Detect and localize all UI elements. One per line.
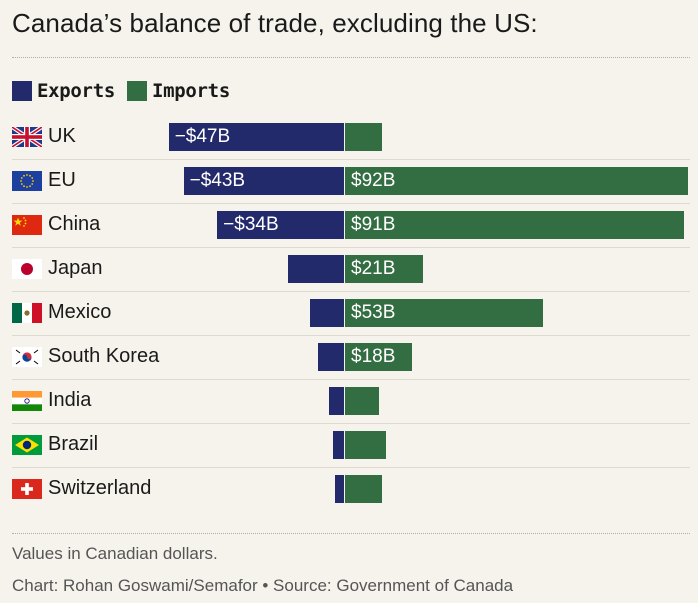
legend-item-exports: Exports [12, 80, 115, 102]
row-india: India [0, 379, 698, 423]
switzerland-flag-icon [12, 479, 42, 499]
bar-exports-china [217, 211, 344, 239]
bar-exports-brazil [332, 431, 344, 459]
bar-exports-eu [183, 167, 344, 195]
footer-credit: Chart: Rohan Goswami/Semafor • Source: G… [12, 576, 514, 595]
footer-note: Values in Canadian dollars. [12, 544, 218, 563]
brazil-flag-icon [12, 435, 42, 455]
row-uk: UK −$47B [0, 115, 698, 159]
bar-imports-mexico [345, 299, 543, 327]
data-label-exports: −$47B [174, 126, 231, 147]
row-separator [12, 247, 690, 248]
row-brazil: Brazil [0, 423, 698, 467]
country-label: Switzerland [48, 477, 152, 499]
row-eu: EU −$43B $92B [0, 159, 698, 203]
data-label-exports: −$34B [223, 214, 279, 235]
legend-item-imports: Imports [126, 80, 230, 102]
mexico-flag-icon [12, 303, 42, 323]
top-divider [12, 57, 690, 58]
china-flag-icon [12, 215, 42, 235]
bar-imports-brazil [345, 431, 387, 459]
row-separator [12, 423, 690, 424]
data-label-exports: −$43B [189, 170, 246, 191]
country-label: Mexico [48, 301, 112, 323]
imports-swatch [126, 81, 147, 101]
eu-flag-icon [12, 171, 42, 191]
bar-imports-uk [345, 123, 383, 151]
data-label-imports: $92B [351, 170, 396, 191]
bar-exports-japan [288, 255, 344, 283]
uk-flag-icon [10, 125, 44, 149]
row-switzerland: Switzerland [0, 467, 698, 511]
legend-label-exports: Exports [37, 80, 115, 102]
chart-title: Canada’s balance of trade, excluding the… [12, 8, 538, 38]
bar-exports-mexico [310, 299, 344, 327]
row-separator [12, 203, 690, 204]
row-separator [12, 291, 690, 292]
bar-exports-uk [168, 123, 344, 151]
country-label: Japan [48, 257, 103, 279]
bar-exports-india [329, 387, 344, 415]
exports-swatch [12, 81, 32, 101]
row-china: China −$34B $91B [0, 203, 698, 247]
bar-exports-south-korea [317, 343, 344, 371]
country-label: India [48, 389, 92, 411]
india-flag-icon [12, 391, 42, 411]
country-label: China [48, 213, 101, 235]
bar-exports-switzerland [334, 475, 344, 503]
country-label: South Korea [48, 345, 160, 367]
bottom-divider [12, 533, 690, 534]
row-separator [12, 159, 690, 160]
japan-flag-icon [12, 259, 42, 279]
bar-imports-china [345, 211, 685, 239]
data-label-imports: $53B [351, 302, 396, 323]
row-south-korea: South Korea $18B [0, 335, 698, 379]
data-label-imports: $18B [351, 346, 396, 367]
row-japan: Japan $21B [0, 247, 698, 291]
data-label-imports: $91B [351, 214, 396, 235]
bar-imports-eu [345, 167, 689, 195]
south-korea-flag-icon [12, 347, 42, 367]
bar-imports-south-korea [345, 343, 413, 371]
country-label: Brazil [48, 433, 99, 455]
legend: Exports Imports [12, 80, 242, 102]
row-mexico: Mexico $53B [0, 291, 698, 335]
row-separator [12, 379, 690, 380]
row-separator [12, 335, 690, 336]
country-label: EU [48, 169, 76, 191]
bar-imports-switzerland [345, 475, 383, 503]
data-label-imports: $21B [351, 258, 396, 279]
bar-imports-japan [345, 255, 424, 283]
country-label: UK [48, 125, 76, 147]
row-separator [12, 467, 690, 468]
bar-imports-india [345, 387, 379, 415]
legend-label-imports: Imports [151, 80, 230, 102]
